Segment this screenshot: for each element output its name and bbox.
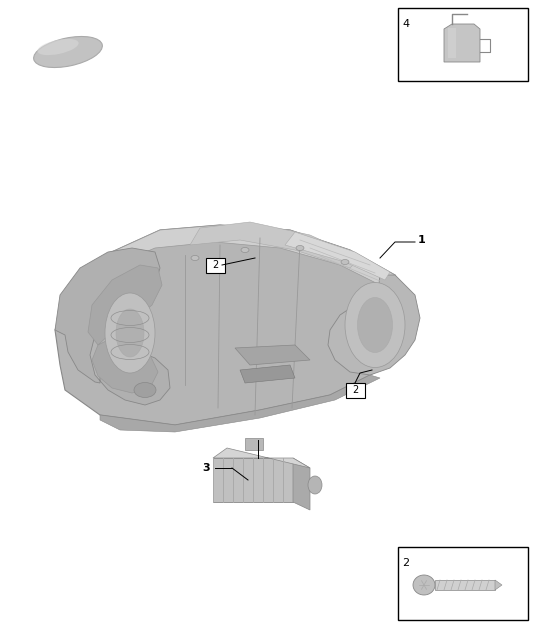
Text: 4: 4 [402,19,409,29]
Polygon shape [495,580,502,590]
Ellipse shape [241,247,249,252]
Text: 2: 2 [352,385,358,395]
Ellipse shape [345,283,405,367]
FancyBboxPatch shape [205,257,225,273]
Text: 2: 2 [212,260,218,270]
FancyBboxPatch shape [346,382,365,398]
Bar [448,28,456,58]
Text: 1: 1 [418,235,426,245]
Ellipse shape [34,36,102,67]
Text: 2: 2 [402,558,409,568]
Polygon shape [328,275,420,375]
Polygon shape [213,448,310,468]
Polygon shape [235,345,310,365]
Ellipse shape [413,575,435,595]
Ellipse shape [134,382,156,398]
Ellipse shape [116,309,144,357]
Bar [435,580,495,590]
Ellipse shape [191,256,199,261]
Ellipse shape [38,39,78,55]
Ellipse shape [105,293,155,373]
Polygon shape [190,222,360,268]
Ellipse shape [296,246,304,251]
Polygon shape [55,225,415,425]
Polygon shape [285,232,390,280]
Polygon shape [293,458,310,510]
Polygon shape [100,375,380,432]
Polygon shape [240,365,295,383]
Text: 3: 3 [202,463,210,473]
Polygon shape [55,248,170,405]
Polygon shape [444,24,480,62]
Polygon shape [213,458,293,502]
Polygon shape [105,225,395,285]
Bar [398,547,528,620]
Polygon shape [88,265,162,393]
Bar [245,438,263,450]
Ellipse shape [341,259,349,264]
Bar [398,8,528,81]
Ellipse shape [358,298,392,352]
Ellipse shape [308,476,322,494]
